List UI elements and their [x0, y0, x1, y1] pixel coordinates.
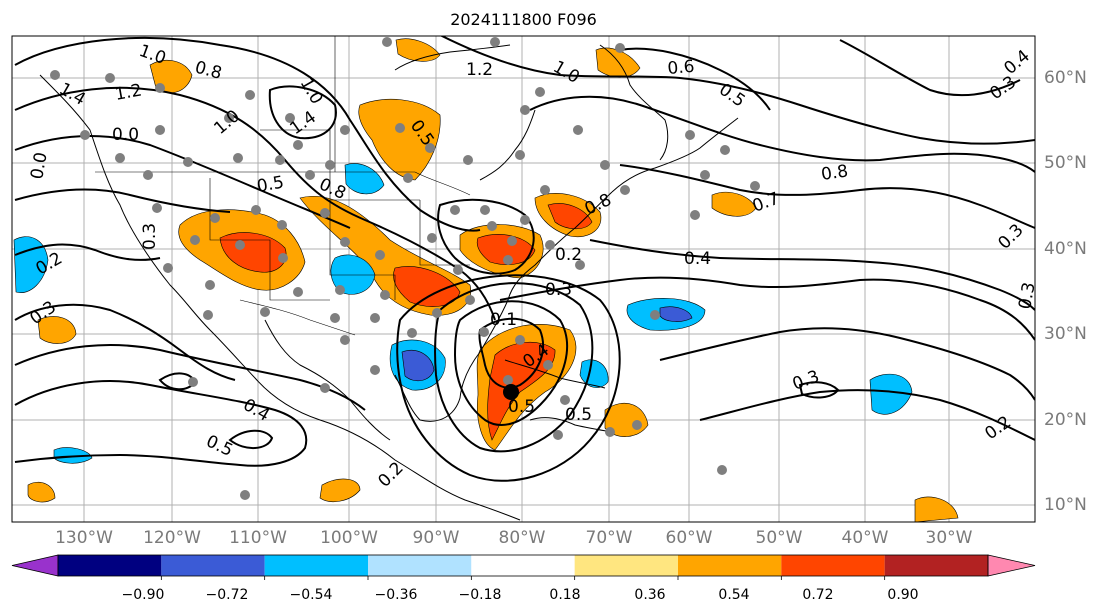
colorbar-segment: [471, 555, 575, 576]
contour-label: 1.2: [466, 60, 493, 80]
contour-label: 0.5: [565, 405, 592, 425]
contour-label: 0.3: [1015, 281, 1039, 311]
colorbar-tick-label: −0.36: [374, 587, 418, 603]
fill-greenland-orange: [595, 47, 641, 78]
fill-eastatl-cyan: [869, 373, 913, 415]
fill-nwatl-orange: [711, 191, 757, 217]
colorbar-segment: [678, 555, 782, 576]
map-title: 2024111800 F096: [450, 10, 597, 29]
fill-baja-orange: [27, 481, 56, 503]
colorbar-segment: [574, 555, 678, 576]
lat-label: 60°N: [1044, 68, 1087, 88]
lat-label: 10°N: [1044, 495, 1087, 515]
contour-label: 1.2: [113, 81, 143, 105]
colorbar-extend-low: [11, 554, 59, 577]
colorbar-tick-label: 0.72: [802, 587, 834, 603]
fill-pacific-orange: [37, 316, 77, 344]
lon-label: 90°W: [412, 528, 460, 548]
fill-hudson-orange: [358, 99, 441, 181]
colorbar-tick-label: 0.54: [718, 587, 750, 603]
colorbar-tick-label: −0.18: [458, 587, 502, 603]
colorbar-tick-label: −0.90: [121, 587, 165, 603]
contour-label: 0.2: [555, 245, 582, 265]
colorbar-segment: [161, 555, 265, 576]
contour-label: 0.4: [684, 249, 711, 269]
contour-label: 0.3: [140, 223, 160, 250]
colorbar-tick-label: −0.72: [205, 587, 249, 603]
contour-label: 0.5: [508, 397, 535, 417]
low-center-marker: [503, 384, 519, 400]
lon-label: 60°W: [665, 528, 713, 548]
lat-label: 30°N: [1044, 324, 1087, 344]
colorbar-frame: [57, 554, 989, 577]
contour-label: 0.0: [112, 125, 139, 145]
lat-label: 50°N: [1044, 153, 1087, 173]
lon-label: 120°W: [143, 528, 201, 548]
lon-label: 80°W: [498, 528, 546, 548]
lat-label: 20°N: [1044, 410, 1087, 430]
fill-pacific-cyan: [13, 236, 49, 293]
colorbar: [11, 554, 1036, 580]
colorbar-tick-label: 0.18: [549, 587, 581, 603]
fill-atlantic-blue: [659, 306, 693, 322]
contour-label: 0.1: [490, 310, 517, 330]
fill-epac-orange: [319, 478, 361, 503]
lon-label: 130°W: [55, 528, 113, 548]
fill-plains-red: [393, 266, 461, 307]
lon-label: 50°W: [755, 528, 803, 548]
lon-label: 100°W: [320, 528, 378, 548]
colorbar-segment: [781, 555, 885, 576]
colorbar-segment: [264, 555, 368, 576]
fill-tropatl-orange: [914, 496, 959, 522]
contour-label: 0.3: [545, 280, 572, 300]
colorbar-segment: [368, 555, 472, 576]
lon-label: 110°W: [229, 528, 287, 548]
contour-lines: [14, 36, 1035, 482]
contour-label: 0.8: [820, 161, 850, 185]
fill-canada-cyan: [344, 163, 385, 195]
contour-label: 0.5: [255, 173, 285, 197]
colorbar-segment: [58, 555, 162, 576]
lon-label: 70°W: [585, 528, 633, 548]
contour-label: 0.6: [667, 57, 696, 79]
colorbar-extend-high: [987, 554, 1036, 577]
colorbar-segment: [884, 555, 988, 576]
contour-label: 0.0: [27, 151, 51, 181]
colorbar-tick-label: 0.90: [887, 587, 919, 603]
fill-greatlakes-red: [476, 234, 536, 265]
lon-label: 40°W: [841, 528, 889, 548]
lat-label: 40°N: [1044, 239, 1087, 259]
map-frame: [11, 35, 1036, 523]
colorbar-tick-label: −0.54: [289, 587, 333, 603]
colorbar-tick-label: 0.36: [634, 587, 666, 603]
station-markers: [50, 37, 760, 500]
lon-label: 30°W: [925, 528, 973, 548]
fill-gulf-blue: [401, 350, 435, 382]
